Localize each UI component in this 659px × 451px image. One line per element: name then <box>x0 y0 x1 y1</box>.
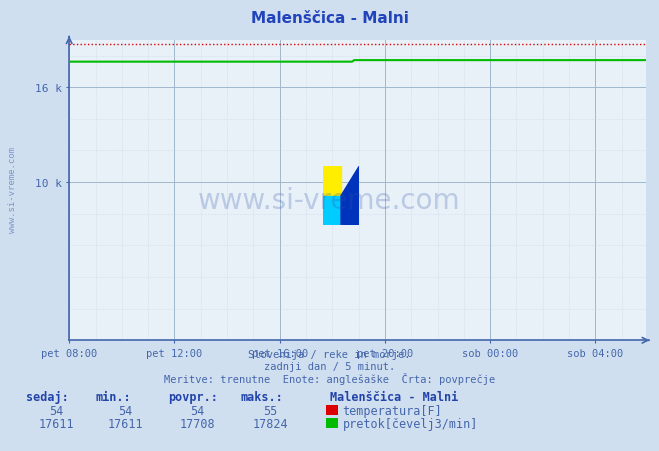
Text: Slovenija / reke in morje.: Slovenija / reke in morje. <box>248 350 411 359</box>
Text: 54: 54 <box>190 404 205 417</box>
Text: Malenščica - Malni: Malenščica - Malni <box>250 11 409 26</box>
Text: pretok[čevelj3/min]: pretok[čevelj3/min] <box>343 417 478 430</box>
Text: temperatura[F]: temperatura[F] <box>343 404 442 417</box>
Text: 17824: 17824 <box>252 417 288 430</box>
Text: 55: 55 <box>263 404 277 417</box>
Text: 17611: 17611 <box>38 417 74 430</box>
Text: 17611: 17611 <box>107 417 143 430</box>
Text: 54: 54 <box>49 404 63 417</box>
Polygon shape <box>341 167 359 226</box>
Text: min.:: min.: <box>96 390 131 403</box>
Text: Meritve: trenutne  Enote: anglešaške  Črta: povprečje: Meritve: trenutne Enote: anglešaške Črta… <box>164 372 495 384</box>
Text: 17708: 17708 <box>180 417 215 430</box>
Text: sedaj:: sedaj: <box>26 390 69 403</box>
Text: www.si-vreme.com: www.si-vreme.com <box>8 147 17 232</box>
Bar <box>323 167 341 196</box>
Text: povpr.:: povpr.: <box>168 390 218 403</box>
Text: zadnji dan / 5 minut.: zadnji dan / 5 minut. <box>264 361 395 371</box>
Text: maks.:: maks.: <box>241 390 283 403</box>
Text: 54: 54 <box>118 404 132 417</box>
Text: Malenščica - Malni: Malenščica - Malni <box>330 390 458 403</box>
Text: www.si-vreme.com: www.si-vreme.com <box>198 187 461 215</box>
Bar <box>323 196 341 226</box>
